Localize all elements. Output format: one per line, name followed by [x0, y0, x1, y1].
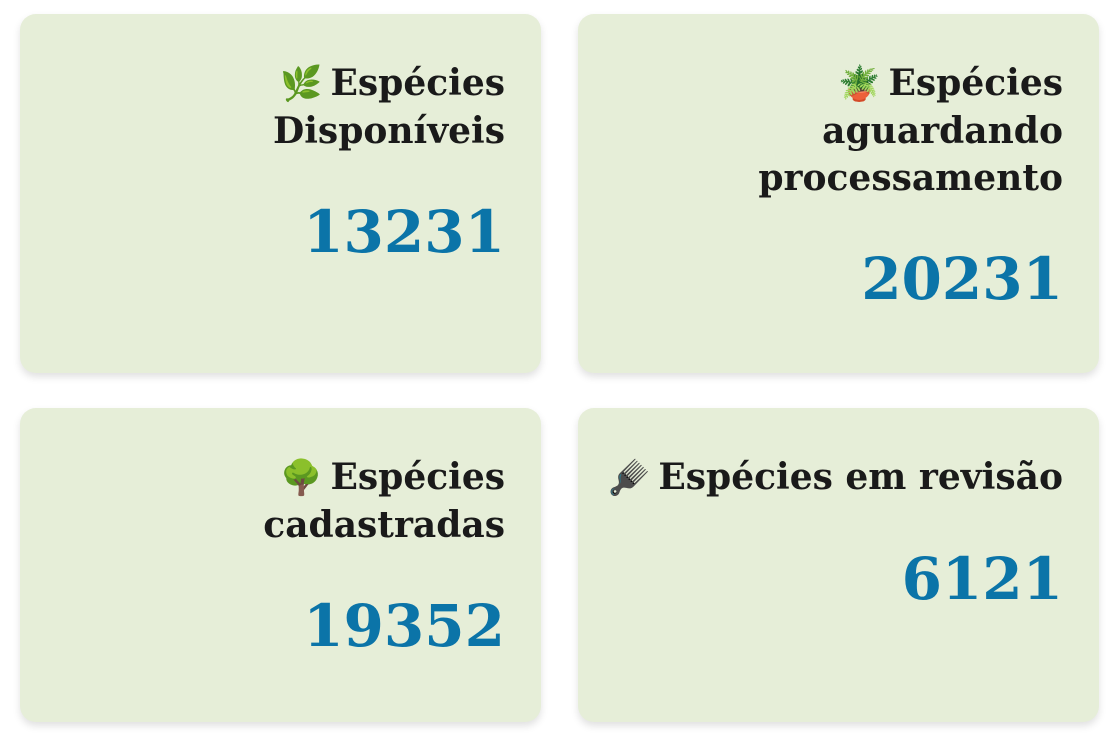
card-title-text: Espécies em revisão	[658, 456, 1063, 498]
card-title: 🪴 Espécies aguardando processamento	[598, 60, 1063, 202]
card-value: 6121	[901, 545, 1063, 613]
card-value: 19352	[303, 592, 505, 660]
card-value: 13231	[303, 198, 505, 266]
card-title-text: Espécies cadastradas	[263, 456, 505, 546]
card-review-species: 🪮 Espécies em revisão 6121	[578, 408, 1099, 722]
tree-icon: 🌳	[280, 458, 323, 498]
card-title-text: Espécies aguardando processamento	[758, 62, 1063, 199]
potted-plant-icon: 🪴	[838, 64, 881, 104]
card-title: 🪮 Espécies em revisão	[598, 454, 1063, 502]
card-value: 20231	[861, 245, 1063, 313]
herb-icon: 🌿	[280, 64, 323, 104]
hair-pick-icon: 🪮	[607, 458, 651, 498]
card-title-text: Espécies Disponíveis	[273, 62, 505, 152]
card-pending-species: 🪴 Espécies aguardando processamento 20231	[578, 14, 1099, 373]
card-title: 🌿 Espécies Disponíveis	[40, 60, 505, 155]
card-available-species: 🌿 Espécies Disponíveis 13231	[20, 14, 541, 373]
card-title: 🌳 Espécies cadastradas	[40, 454, 505, 549]
card-registered-species: 🌳 Espécies cadastradas 19352	[20, 408, 541, 722]
